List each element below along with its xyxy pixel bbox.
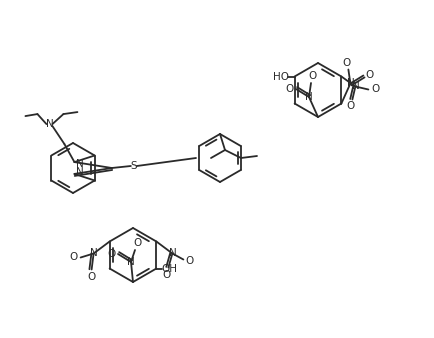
Text: O: O	[108, 249, 116, 259]
Text: N: N	[89, 248, 97, 259]
Text: O: O	[185, 257, 193, 266]
Text: N: N	[76, 167, 83, 177]
Text: O: O	[69, 252, 78, 263]
Text: HO: HO	[272, 72, 288, 81]
Text: O: O	[134, 238, 142, 248]
Text: O: O	[285, 84, 293, 94]
Text: N: N	[346, 78, 353, 89]
Text: N: N	[76, 159, 83, 169]
Text: O: O	[345, 101, 354, 112]
Text: N: N	[127, 257, 135, 267]
Text: O: O	[342, 57, 350, 68]
Text: O: O	[162, 269, 170, 280]
Text: N: N	[168, 248, 176, 259]
Text: S: S	[130, 161, 137, 171]
Text: N: N	[46, 119, 53, 129]
Text: O: O	[87, 271, 95, 282]
Text: O: O	[308, 71, 316, 81]
Text: N: N	[304, 92, 312, 102]
Text: O: O	[370, 84, 378, 95]
Text: OH: OH	[161, 264, 177, 273]
Text: O: O	[365, 71, 373, 80]
Text: N: N	[351, 81, 358, 92]
